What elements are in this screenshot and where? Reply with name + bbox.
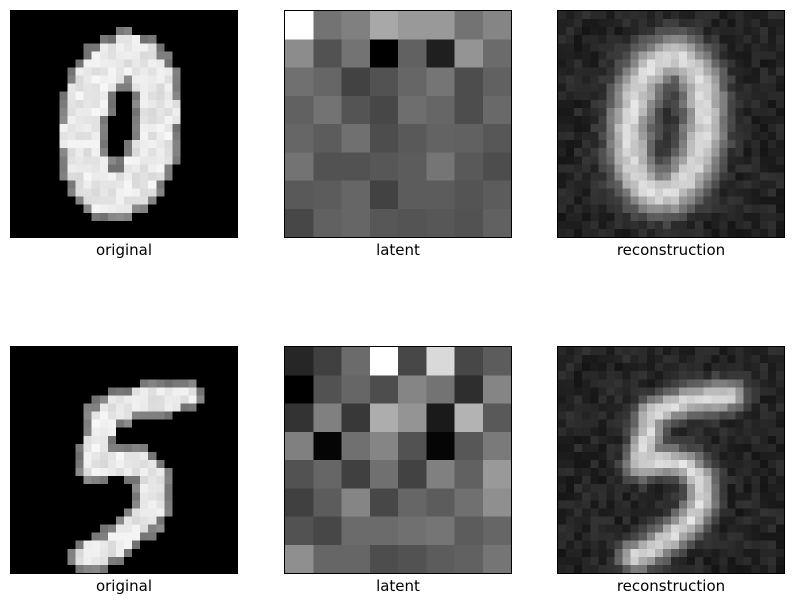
original-image-0 xyxy=(10,10,238,238)
reconstructed-five-image xyxy=(558,347,784,573)
caption-original-0: original xyxy=(95,241,153,259)
latent-grid xyxy=(285,347,511,573)
reconstructed-zero-image xyxy=(558,11,784,237)
caption-reconstruction-1: reconstruction xyxy=(616,577,726,595)
digit-five-image xyxy=(11,347,237,573)
latent-image-0 xyxy=(284,10,512,238)
reconstruction-image-0 xyxy=(557,10,785,238)
reconstruction-image-1 xyxy=(557,346,785,574)
latent-grid xyxy=(285,11,511,237)
digit-zero-image xyxy=(11,11,237,237)
caption-latent-0: latent xyxy=(376,241,420,259)
caption-original-1: original xyxy=(95,577,153,595)
original-image-1 xyxy=(10,346,238,574)
caption-latent-1: latent xyxy=(376,577,420,595)
caption-reconstruction-0: reconstruction xyxy=(616,241,726,259)
latent-image-1 xyxy=(284,346,512,574)
